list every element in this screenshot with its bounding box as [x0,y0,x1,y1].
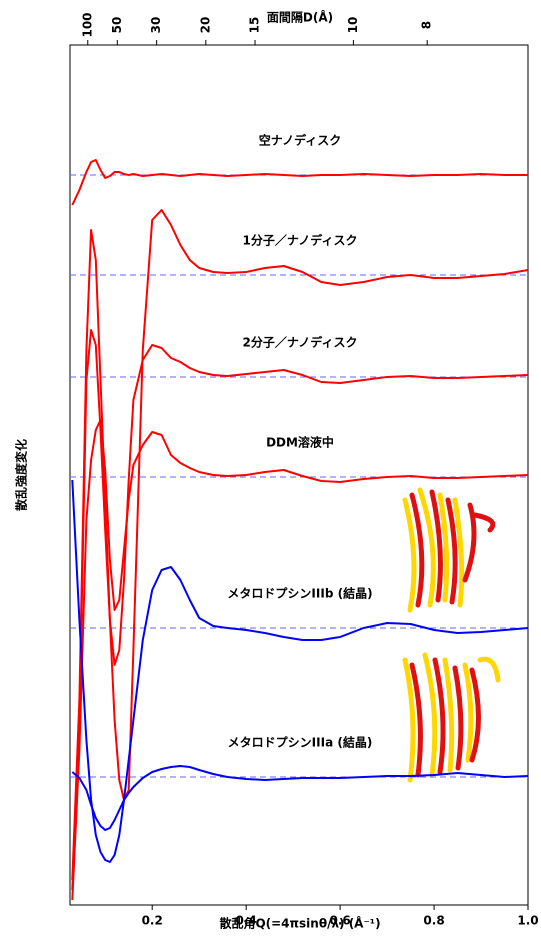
top-axis-label: 面間隔D(Å) [267,10,333,25]
x-tick-label: 0.8 [423,914,444,928]
series-label: 空ナノディスク [259,133,342,148]
series-line [72,766,528,830]
x-tick-label: 0.4 [236,914,257,928]
x-tick-label: 1.0 [517,914,538,928]
protein-structure-a [405,655,498,780]
top-tick-label: 8 [420,21,434,29]
series-label: メタロドプシンIIIa (結晶) [228,735,373,750]
series-label: 2分子／ナノディスク [243,335,358,350]
series-label: DDM溶液中 [266,435,334,450]
y-axis-label: 散乱強度変化 [14,439,29,511]
top-tick-label: 20 [198,17,212,34]
protein-structure-b [405,490,493,610]
x-tick-label: 0.6 [329,914,350,928]
series-line [72,160,528,205]
series-label: 1分子／ナノディスク [243,233,358,248]
chart: 面間隔D(Å) 散乱角Q(=4πsinθ/λ) (Å⁻¹) 散乱強度変化 0.2… [0,0,541,937]
top-tick-label: 15 [248,17,262,34]
top-tick-label: 100 [80,12,94,37]
top-tick-label: 50 [110,17,124,34]
top-tick-label: 30 [149,17,163,34]
top-tick-label: 10 [346,17,360,34]
x-tick-label: 0.2 [142,914,163,928]
series-label: メタロドプシンIIIb (結晶) [227,586,372,601]
